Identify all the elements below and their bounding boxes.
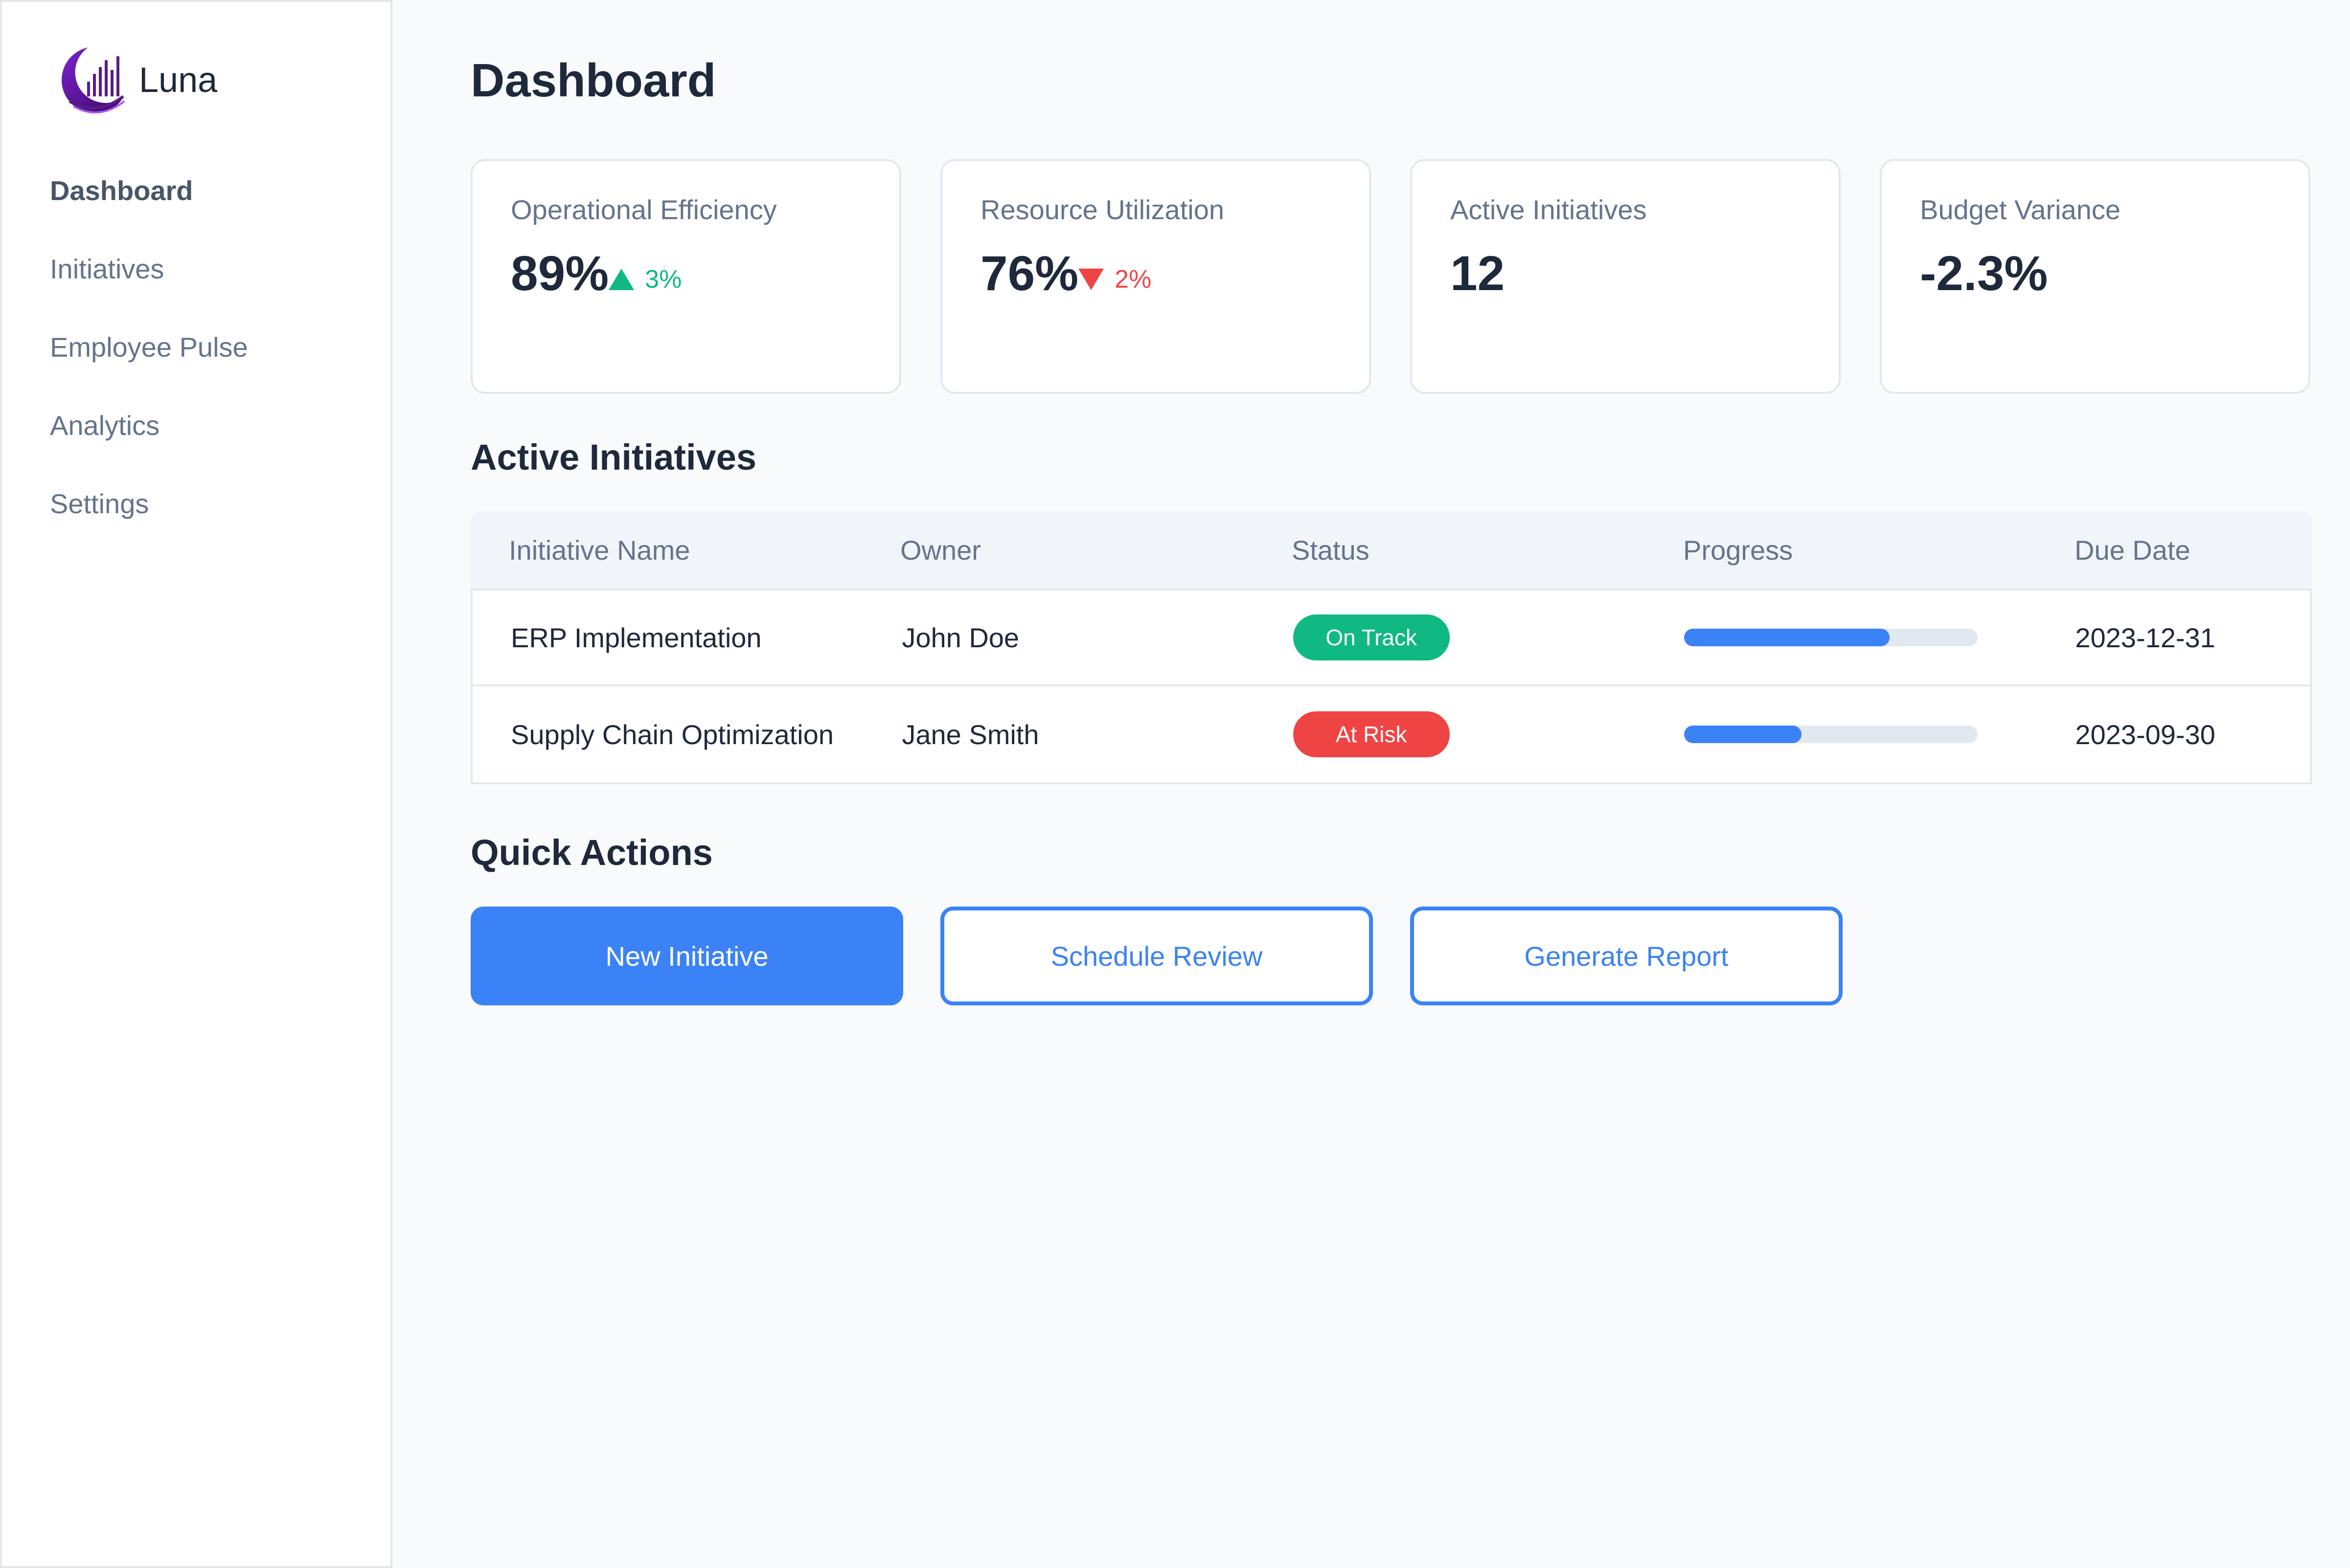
metrics-row: Operational Efficiency 89% 3% Resource U… [471,159,2312,394]
table-row[interactable]: Supply Chain Optimization Jane Smith At … [471,686,2312,784]
cell-initiative-name: Supply Chain Optimization [511,719,834,750]
column-header-status[interactable]: Status [1292,534,1369,566]
status-badge: On Track [1293,614,1450,660]
initiatives-section-title: Active Initiatives [471,437,757,477]
metric-label: Resource Utilization [981,194,1224,225]
cell-owner: Jane Smith [902,719,1039,750]
sidebar-item-initiatives[interactable]: Initiatives [50,253,164,284]
column-header-owner[interactable]: Owner [900,534,981,566]
main-content: Dashboard Operational Efficiency 89% 3% … [392,0,2350,1568]
metric-value: 89% [511,246,609,301]
cell-progress [1684,629,2075,646]
sidebar-item-employee-pulse[interactable]: Employee Pulse [50,331,248,363]
trend-value: 2% [1115,265,1152,294]
progress-fill [1684,629,1890,646]
new-initiative-button[interactable]: New Initiative [471,907,903,1005]
cell-owner: John Doe [902,622,1020,653]
brand[interactable]: Luna [50,44,342,117]
table-row[interactable]: ERP Implementation John Doe On Track 202… [471,589,2312,686]
arrow-up-icon [609,269,635,290]
metric-value: 12 [1450,246,1505,301]
sidebar: Luna Dashboard Initiatives Employee Puls… [0,0,392,1568]
sidebar-item-settings[interactable]: Settings [50,488,149,519]
cell-progress [1684,726,2075,743]
quick-actions-title: Quick Actions [471,832,713,873]
sidebar-nav: Dashboard Initiatives Employee Pulse Ana… [50,151,342,543]
metric-label: Active Initiatives [1450,194,1647,225]
metric-card-resource-utilization: Resource Utilization 76% 2% [940,159,1371,394]
metric-value: 76% [981,246,1079,301]
cell-due-date: 2023-09-30 [2075,719,2215,750]
sidebar-item-analytics[interactable]: Analytics [50,409,160,441]
progress-fill [1684,726,1802,743]
metric-label: Operational Efficiency [511,194,777,225]
sidebar-item-dashboard[interactable]: Dashboard [50,175,193,206]
table-header: Initiative Name Owner Status Progress Du… [471,511,2312,589]
column-header-due-date[interactable]: Due Date [2075,534,2190,566]
metric-card-budget-variance: Budget Variance -2.3% [1880,159,2310,394]
status-badge: At Risk [1293,711,1450,757]
trend-value: 3% [645,265,682,294]
schedule-review-button[interactable]: Schedule Review [940,907,1373,1005]
cell-initiative-name: ERP Implementation [511,622,762,653]
cell-status: At Risk [1293,711,1684,757]
trend-indicator: 2% [1078,265,1151,294]
brand-name: Luna [139,61,218,100]
metric-card-operational-efficiency: Operational Efficiency 89% 3% [471,159,901,394]
column-header-progress[interactable]: Progress [1683,534,1793,566]
trend-indicator: 3% [609,265,682,294]
luna-logo-icon [61,47,125,114]
initiatives-table: Initiative Name Owner Status Progress Du… [471,511,2312,784]
column-header-name[interactable]: Initiative Name [509,534,690,566]
page-title: Dashboard [471,54,716,107]
metric-label: Budget Variance [1920,194,2121,225]
cell-status: On Track [1293,614,1684,660]
metric-card-active-initiatives: Active Initiatives 12 [1410,159,1841,394]
progress-bar [1684,629,1978,646]
cell-due-date: 2023-12-31 [2075,622,2215,653]
arrow-down-icon [1078,269,1104,290]
generate-report-button[interactable]: Generate Report [1410,907,1843,1005]
quick-actions: New Initiative Schedule Review Generate … [471,907,2312,1005]
progress-bar [1684,726,1978,743]
metric-value: -2.3% [1920,246,2048,301]
